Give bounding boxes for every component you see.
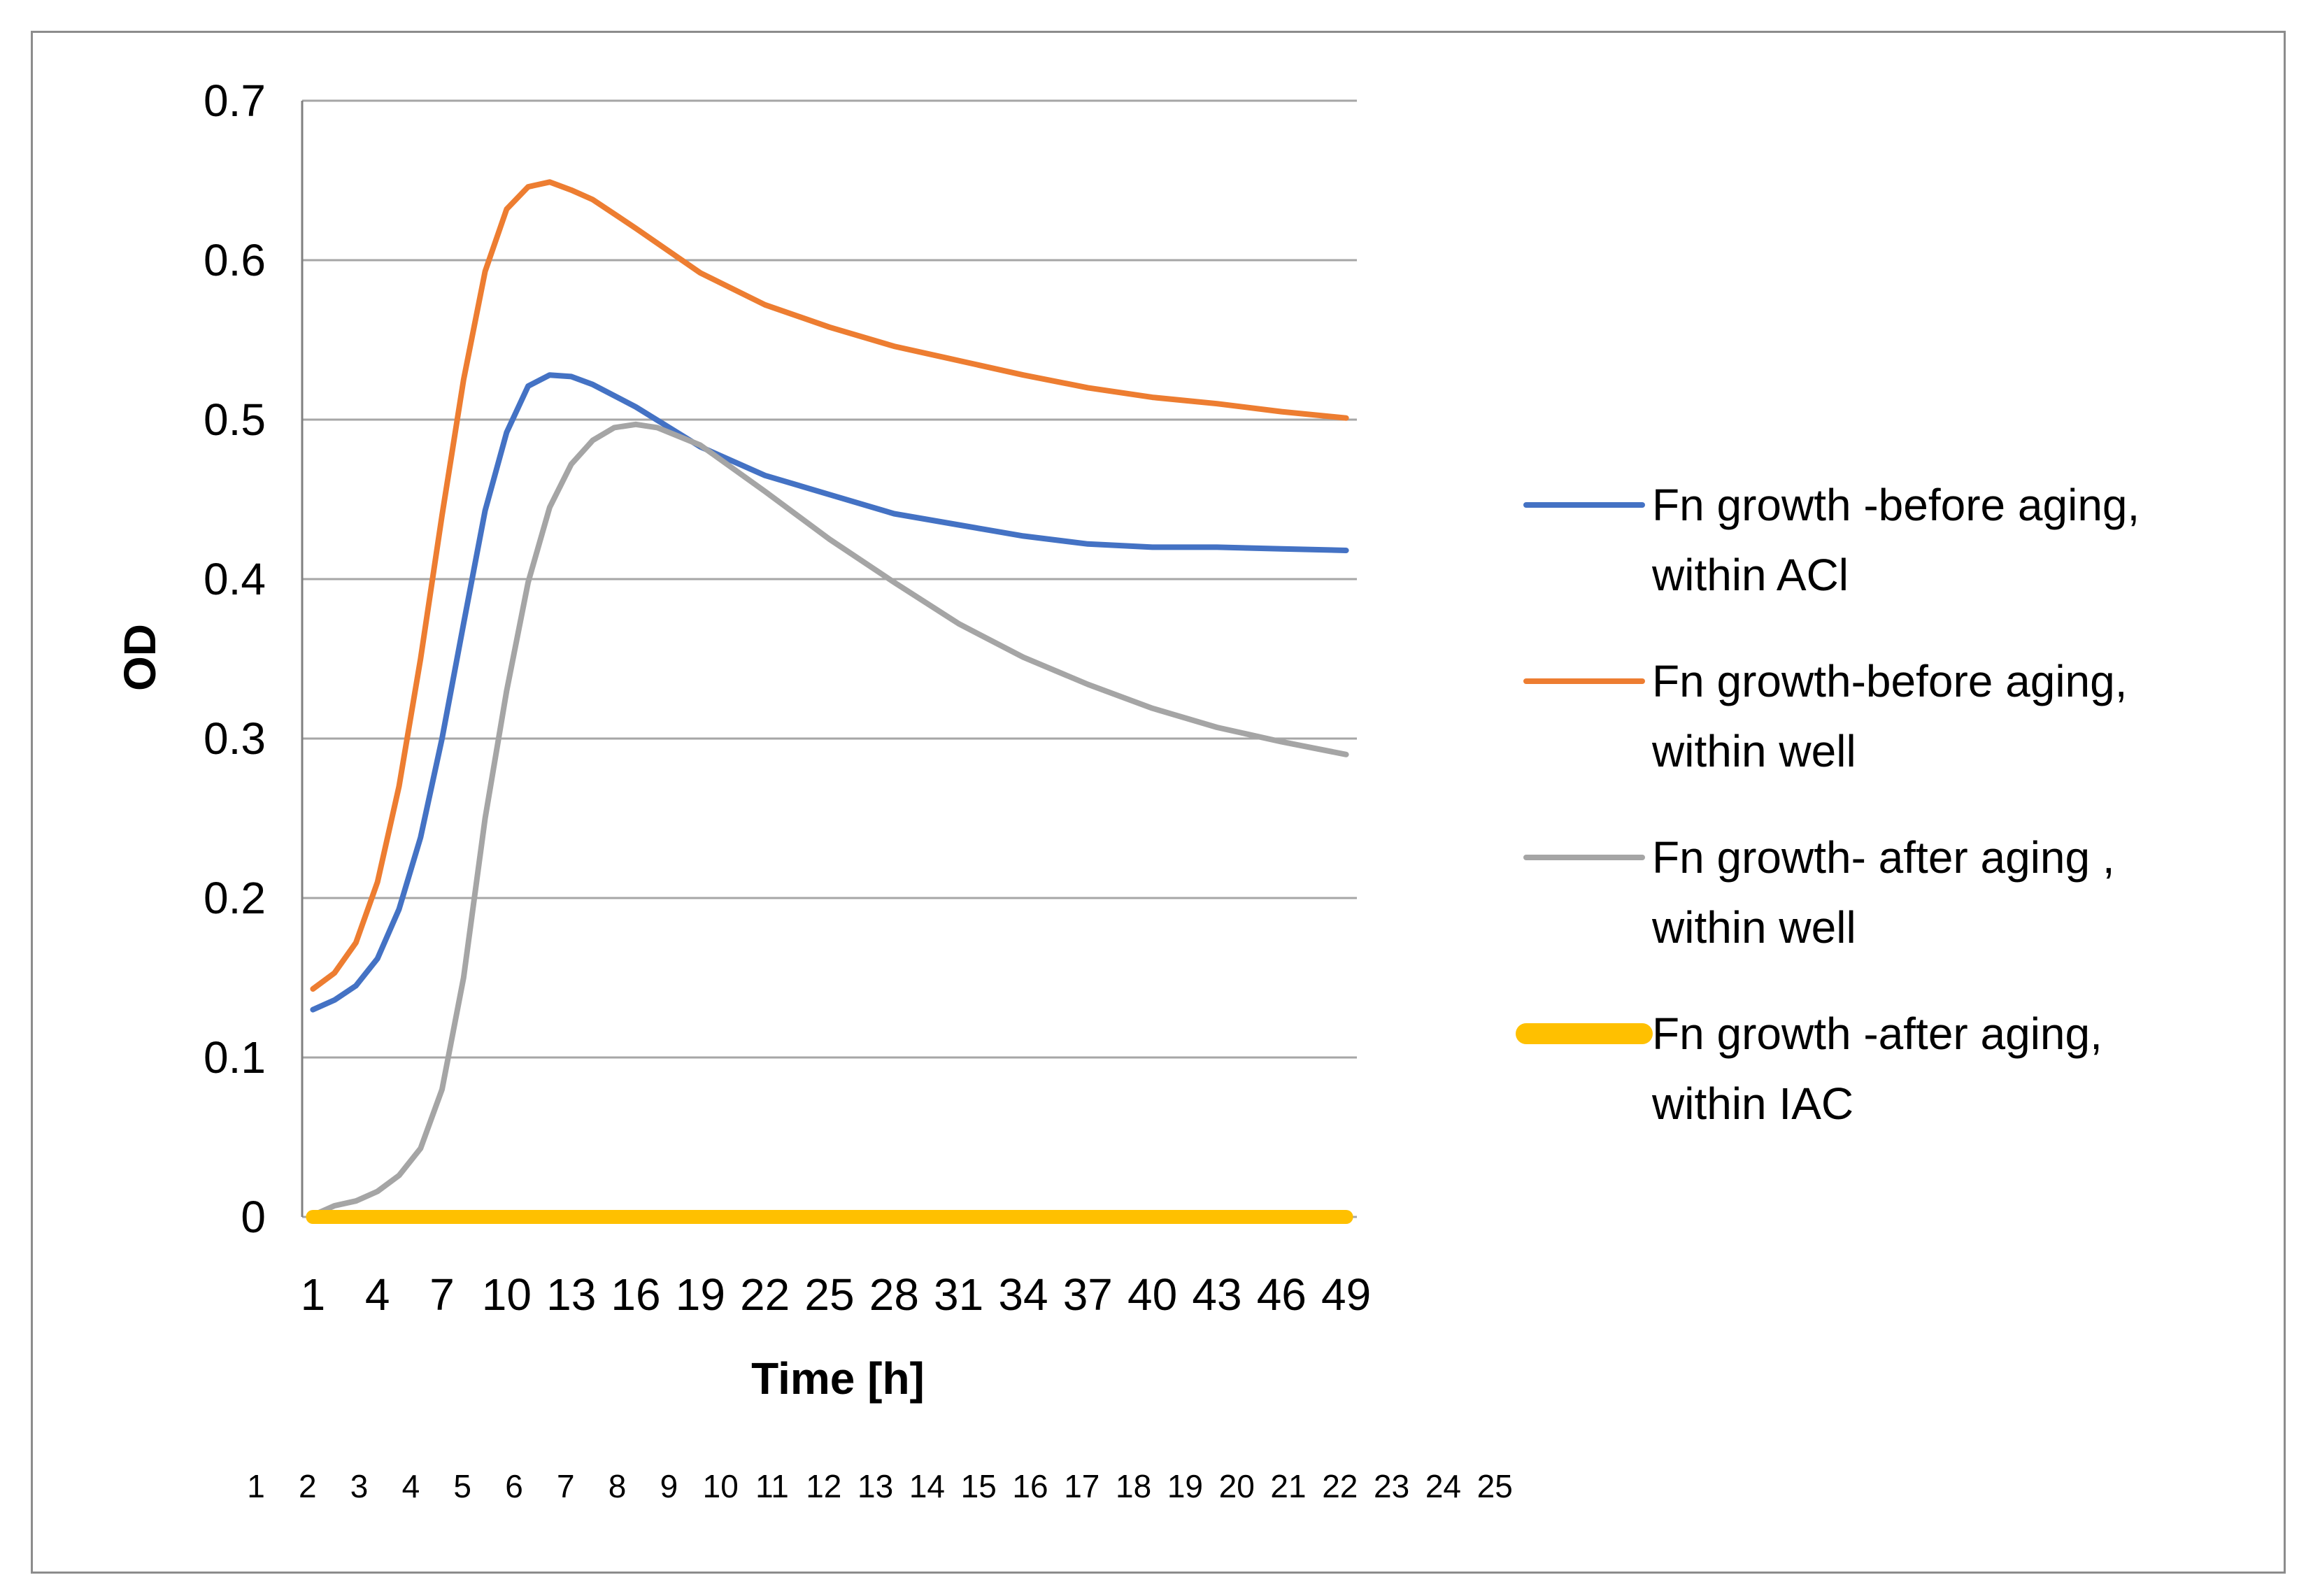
x-axis-ticks: 1 4 7 10 13 16 19 22 25 28 31 34 37 40 43 46 49	[301, 1269, 1372, 1320]
x-axis-title: Time [h]	[751, 1353, 925, 1404]
secondary-label: 14	[909, 1468, 945, 1504]
secondary-label: 19	[1167, 1468, 1203, 1504]
secondary-label: 23	[1374, 1468, 1409, 1504]
secondary-label: 8	[609, 1468, 627, 1504]
x-tick-label: 49	[1321, 1269, 1371, 1320]
y-tick-label: 0.2	[204, 873, 266, 923]
secondary-label: 5	[453, 1468, 471, 1504]
x-tick-label: 46	[1257, 1269, 1307, 1320]
series-lines	[306, 179, 1353, 1224]
series-line-3	[310, 421, 1349, 1218]
series-line-2	[310, 179, 1349, 992]
x-tick-label: 10	[482, 1269, 532, 1320]
secondary-label: 4	[402, 1468, 420, 1504]
secondary-label: 21	[1270, 1468, 1306, 1504]
legend-label-4: Fn growth -after aging, within IAC	[1651, 1009, 2102, 1129]
x-tick-label: 19	[676, 1269, 725, 1320]
secondary-label: 13	[857, 1468, 893, 1504]
secondary-label: 17	[1064, 1468, 1099, 1504]
secondary-label: 22	[1322, 1468, 1358, 1504]
x-tick-label: 37	[1063, 1269, 1113, 1320]
y-axis-title: OD	[115, 624, 165, 691]
x-tick-label: 25	[804, 1269, 854, 1320]
x-tick-label: 28	[869, 1269, 919, 1320]
gridlines	[302, 99, 1357, 1218]
y-tick-label: 0.7	[204, 76, 266, 126]
x-tick-label: 7	[429, 1269, 455, 1320]
secondary-label: 25	[1477, 1468, 1513, 1504]
x-tick-label: 13	[546, 1269, 596, 1320]
secondary-label: 1	[247, 1468, 265, 1504]
secondary-label: 6	[505, 1468, 523, 1504]
x-tick-label: 40	[1127, 1269, 1177, 1320]
y-tick-label: 0.6	[204, 235, 266, 285]
legend: Fn growth -before aging, within ACl Fn gro…	[1516, 480, 2140, 1129]
y-tick-label: 0	[241, 1192, 266, 1242]
secondary-label: 10	[703, 1468, 739, 1504]
y-tick-label: 0.4	[204, 554, 266, 604]
secondary-label: 24	[1425, 1468, 1461, 1504]
x-tick-label: 1	[301, 1269, 326, 1320]
x-tick-label: 16	[611, 1269, 660, 1320]
chart-frame	[31, 31, 2286, 1574]
legend-label-3: Fn growth- after aging , within well	[1651, 832, 2115, 953]
secondary-label: 9	[660, 1468, 678, 1504]
secondary-label: 7	[557, 1468, 575, 1504]
legend-label-1: Fn growth -before aging, within ACl	[1651, 480, 2140, 600]
secondary-label: 3	[350, 1468, 369, 1504]
y-tick-label: 0.5	[204, 394, 266, 445]
secondary-label: 15	[961, 1468, 997, 1504]
x-tick-label: 34	[998, 1269, 1048, 1320]
x-tick-label: 22	[740, 1269, 790, 1320]
x-tick-label: 43	[1192, 1269, 1241, 1320]
secondary-label: 16	[1012, 1468, 1048, 1504]
y-axis-ticks: 0 0.1 0.2 0.3 0.4 0.5 0.6 0.7	[204, 76, 266, 1242]
secondary-label: 20	[1219, 1468, 1255, 1504]
x-tick-label: 4	[365, 1269, 390, 1320]
secondary-label: 2	[299, 1468, 317, 1504]
series-line-1	[310, 372, 1349, 1013]
x-tick-label: 31	[934, 1269, 983, 1320]
secondary-axis-labels: 1 2 3 4 5 6 7 8 9 10 11 12 13 14 15 16 17 18 19 20 21 22 23 24 2…	[247, 1468, 1513, 1504]
secondary-label: 11	[755, 1468, 789, 1504]
y-tick-label: 0.3	[204, 713, 266, 764]
secondary-label: 12	[806, 1468, 841, 1504]
legend-label-2: Fn growth-before aging, within well	[1651, 656, 2128, 776]
secondary-label: 18	[1116, 1468, 1151, 1504]
y-tick-label: 0.1	[204, 1032, 266, 1083]
